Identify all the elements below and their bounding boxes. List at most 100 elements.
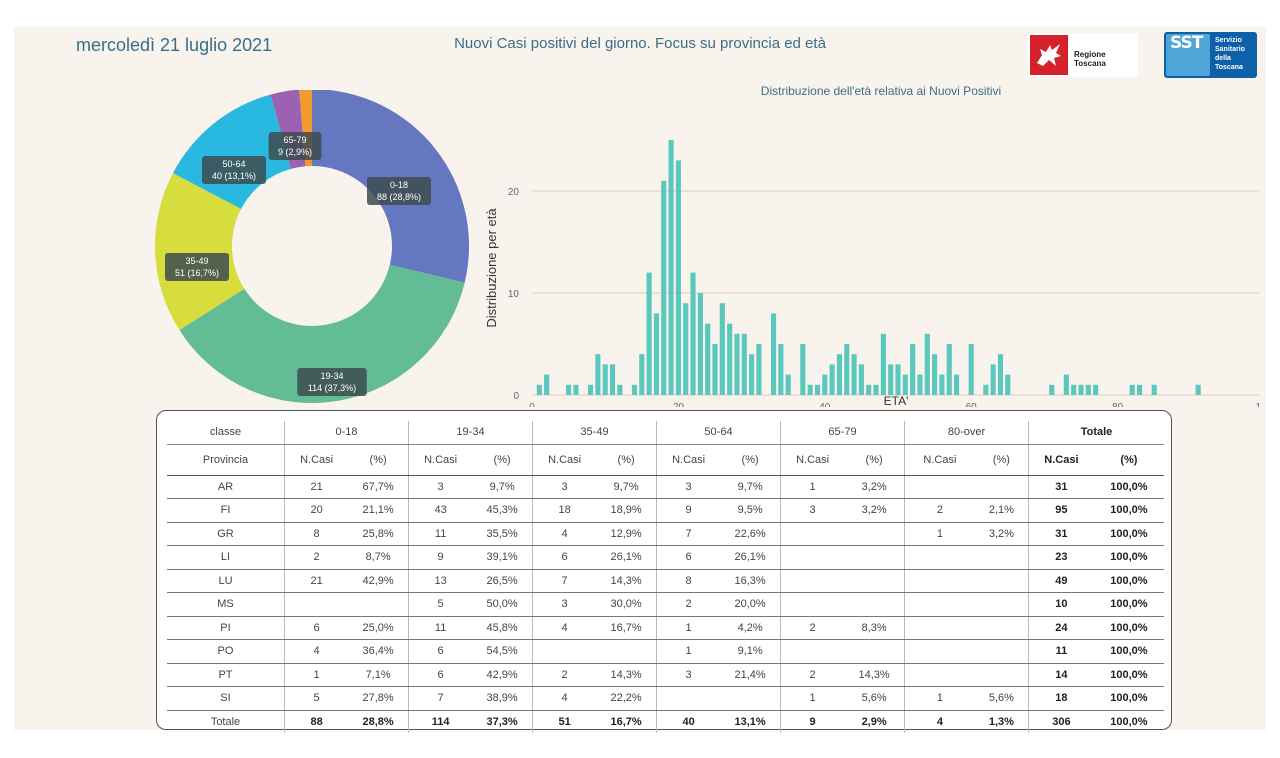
y-tick-label: 20: [508, 187, 520, 198]
province-name: PI: [167, 616, 285, 640]
x-tick-label: 60: [966, 402, 978, 407]
cell-count: 6: [408, 663, 473, 687]
cell-percent: 30,0%: [596, 592, 657, 617]
histogram-bar: [661, 180, 667, 395]
histogram-bar: [873, 384, 879, 395]
cell-count: [903, 663, 975, 687]
histogram-bar: [880, 333, 886, 395]
province-name: SI: [167, 686, 285, 711]
donut-slice-label: 50-64 40 (13,1%): [202, 156, 266, 184]
cell-percent: [974, 545, 1029, 570]
cell-count: 1: [780, 475, 845, 499]
group-header-label: classe: [167, 421, 285, 445]
cell-count: 1: [656, 616, 721, 640]
cell-percent: 25,8%: [348, 522, 409, 546]
cell-percent: 3,2%: [974, 522, 1029, 546]
histogram-bar: [1063, 374, 1069, 395]
province-age-table: classe 0-18 19-34 35-49 50-64 65-79 80-o…: [156, 410, 1172, 733]
histogram-bar: [1078, 384, 1084, 395]
cell-percent: 42,9%: [472, 663, 533, 687]
cell-count: 6: [284, 616, 349, 640]
cases-table: classe 0-18 19-34 35-49 50-64 65-79 80-o…: [167, 421, 1164, 733]
x-axis-label: ETA': [884, 394, 909, 407]
cell-percent: 22,2%: [596, 686, 657, 711]
cell-count: 2: [780, 616, 845, 640]
cell-count: 1: [903, 686, 975, 711]
cell-count: 51: [532, 710, 597, 733]
subheader-percent: (%): [1093, 444, 1164, 476]
cell-count: 2: [532, 663, 597, 687]
cell-count: [780, 569, 845, 593]
cell-count: 1: [656, 639, 721, 664]
cell-percent: [720, 686, 781, 711]
cell-count: 2: [903, 498, 975, 523]
histogram-bar: [858, 364, 864, 395]
cell-percent: 9,1%: [720, 639, 781, 664]
cell-percent: 26,5%: [472, 569, 533, 593]
subheader-percent: (%): [844, 444, 905, 476]
subheader-percent: (%): [348, 444, 409, 476]
cell-percent: 38,9%: [472, 686, 533, 711]
histogram-bar: [902, 374, 908, 395]
histogram-bar: [895, 364, 901, 395]
cell-percent: 2,9%: [861, 715, 887, 728]
histogram-bar: [851, 354, 857, 395]
histogram-bar: [1129, 384, 1135, 395]
cell-percent: 7,1%: [348, 663, 409, 687]
cell-count: 20: [284, 498, 349, 523]
cell-count: [780, 522, 845, 546]
cell-percent: [974, 569, 1029, 593]
histogram-bar: [910, 344, 916, 395]
age-class-donut-chart: 0-18 88 (28,8%) 19-34 114 (37,3%) 35-49 51 (1…: [155, 90, 469, 403]
histogram-bar: [866, 384, 872, 395]
cell-percent: 36,4%: [348, 639, 409, 664]
cell-count: [903, 475, 975, 499]
cell-percent: 100,0%: [1093, 592, 1164, 617]
subheader-count: N.Casi: [284, 444, 349, 476]
cell-count: 4: [532, 522, 597, 546]
cell-percent: 1,3%: [988, 715, 1014, 728]
table-row: Totale 88 28,8% 114 37,3% 51 16,7% 40 13,1% 9 2,9%…: [167, 710, 1164, 733]
cell-count: 3: [656, 475, 721, 499]
row-header-label: Provincia: [167, 444, 285, 476]
cell-percent: 67,7%: [348, 475, 409, 499]
donut-label-value: 114 (37,3%): [308, 383, 356, 393]
subheader-count: N.Casi: [903, 444, 975, 476]
cell-percent: 4,2%: [720, 616, 781, 640]
donut-slice-label: 19-34 114 (37,3%): [297, 368, 367, 396]
province-name: Totale: [210, 715, 241, 728]
cell-percent: 35,5%: [472, 522, 533, 546]
table-body: AR 21 67,7% 3 9,7% 3 9,7% 3 9,7% 1 3,2% 31 100,0% FI 2…: [167, 475, 1164, 733]
histogram-bar: [1093, 384, 1099, 395]
cell-count: 114: [408, 710, 473, 733]
cell-percent: 16,7%: [610, 715, 642, 728]
cell-count: [903, 569, 975, 593]
cell-count: 3: [408, 475, 473, 499]
province-name: LU: [167, 569, 285, 593]
cell-count: 7: [532, 569, 597, 593]
cell-percent: 100,0%: [1093, 522, 1164, 546]
cell-percent: 100,0%: [1093, 569, 1164, 593]
cell-percent: 16,7%: [596, 616, 657, 640]
cell-count: 7: [656, 522, 721, 546]
cell-percent: 8,3%: [844, 616, 905, 640]
cell-percent: 100,0%: [1110, 715, 1148, 728]
subheader-count: N.Casi: [532, 444, 597, 476]
donut-slice-label: 0-18 88 (28,8%): [367, 177, 431, 205]
cell-percent: 12,9%: [596, 522, 657, 546]
donut-label-category: 19-34: [320, 371, 343, 381]
cell-count: 31: [1027, 522, 1094, 546]
cell-percent: 100,0%: [1093, 616, 1164, 640]
cell-count: 9: [656, 498, 721, 523]
subheader-percent: (%): [720, 444, 781, 476]
histogram-bar: [646, 272, 652, 395]
donut-slice: [179, 264, 465, 403]
cell-percent: 21,4%: [720, 663, 781, 687]
cell-percent: 100,0%: [1093, 639, 1164, 664]
subheader-percent: (%): [596, 444, 657, 476]
cell-percent: 8,7%: [348, 545, 409, 570]
cell-percent: 26,1%: [596, 545, 657, 570]
histogram-bar: [1049, 384, 1055, 395]
regione-toscana-logo: Regione Toscana: [1028, 33, 1138, 77]
histogram-bar: [946, 344, 952, 395]
